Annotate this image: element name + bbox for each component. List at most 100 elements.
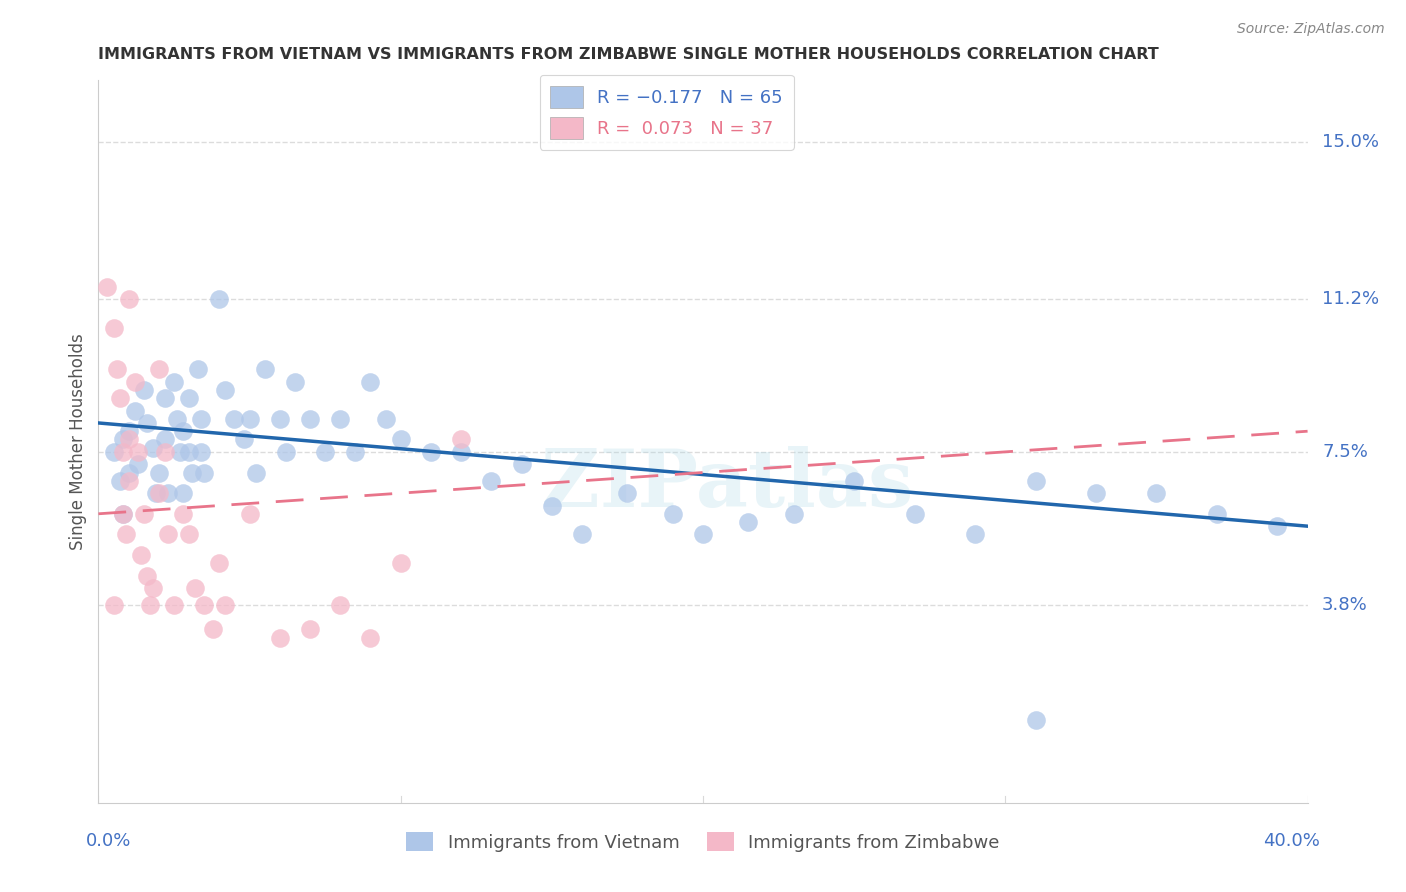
Point	[103, 321, 125, 335]
Point	[187, 362, 209, 376]
Point	[172, 507, 194, 521]
Point	[314, 445, 336, 459]
Legend: Immigrants from Vietnam, Immigrants from Zimbabwe: Immigrants from Vietnam, Immigrants from…	[399, 825, 1007, 859]
Point	[172, 424, 194, 438]
Point	[179, 527, 201, 541]
Point	[214, 598, 236, 612]
Point	[153, 433, 176, 447]
Point	[510, 457, 533, 471]
Point	[783, 507, 806, 521]
Point	[118, 424, 141, 438]
Point	[661, 507, 683, 521]
Point	[389, 557, 412, 571]
Point	[111, 507, 134, 521]
Point	[232, 433, 254, 447]
Point	[202, 623, 225, 637]
Point	[269, 631, 291, 645]
Text: 15.0%: 15.0%	[1322, 133, 1379, 152]
Point	[193, 598, 215, 612]
Point	[1024, 474, 1046, 488]
Point	[118, 466, 141, 480]
Point	[163, 375, 186, 389]
Point	[329, 598, 352, 612]
Point	[540, 499, 562, 513]
Point	[239, 507, 262, 521]
Point	[139, 598, 162, 612]
Point	[329, 412, 352, 426]
Point	[299, 623, 322, 637]
Point	[269, 412, 291, 426]
Text: Source: ZipAtlas.com: Source: ZipAtlas.com	[1237, 22, 1385, 37]
Point	[172, 486, 194, 500]
Point	[190, 445, 212, 459]
Point	[253, 362, 276, 376]
Point	[616, 486, 638, 500]
Point	[103, 445, 125, 459]
Point	[692, 527, 714, 541]
Point	[142, 581, 165, 595]
Point	[179, 445, 201, 459]
Point	[274, 445, 297, 459]
Point	[360, 631, 382, 645]
Point	[163, 598, 186, 612]
Point	[132, 383, 155, 397]
Text: 40.0%: 40.0%	[1263, 831, 1320, 850]
Point	[118, 292, 141, 306]
Text: IMMIGRANTS FROM VIETNAM VS IMMIGRANTS FROM ZIMBABWE SINGLE MOTHER HOUSEHOLDS COR: IMMIGRANTS FROM VIETNAM VS IMMIGRANTS FR…	[98, 47, 1159, 62]
Text: 7.5%: 7.5%	[1322, 442, 1368, 461]
Point	[193, 466, 215, 480]
Point	[118, 474, 141, 488]
Point	[360, 375, 382, 389]
Text: ZIPatlas: ZIPatlas	[541, 446, 914, 524]
Text: 11.2%: 11.2%	[1322, 290, 1379, 308]
Point	[127, 445, 149, 459]
Point	[153, 445, 176, 459]
Point	[135, 416, 157, 430]
Point	[111, 507, 134, 521]
Point	[129, 548, 152, 562]
Point	[481, 474, 503, 488]
Point	[142, 441, 165, 455]
Point	[103, 598, 125, 612]
Point	[105, 362, 128, 376]
Point	[299, 412, 322, 426]
Point	[190, 412, 212, 426]
Point	[224, 412, 246, 426]
Point	[844, 474, 866, 488]
Point	[166, 412, 188, 426]
Point	[135, 568, 157, 582]
Point	[1085, 486, 1108, 500]
Point	[148, 486, 170, 500]
Text: 0.0%: 0.0%	[86, 831, 132, 850]
Point	[148, 466, 170, 480]
Point	[124, 403, 146, 417]
Point	[737, 515, 759, 529]
Point	[108, 474, 131, 488]
Point	[169, 445, 191, 459]
Point	[284, 375, 307, 389]
Point	[127, 457, 149, 471]
Point	[108, 391, 131, 405]
Point	[132, 507, 155, 521]
Point	[208, 292, 231, 306]
Point	[245, 466, 267, 480]
Point	[389, 433, 412, 447]
Point	[904, 507, 927, 521]
Point	[156, 486, 179, 500]
Point	[179, 391, 201, 405]
Point	[118, 433, 141, 447]
Point	[450, 433, 472, 447]
Point	[1206, 507, 1229, 521]
Point	[1144, 486, 1167, 500]
Point	[420, 445, 443, 459]
Point	[124, 375, 146, 389]
Point	[1024, 713, 1046, 727]
Point	[156, 527, 179, 541]
Point	[96, 279, 118, 293]
Point	[374, 412, 396, 426]
Point	[111, 445, 134, 459]
Point	[239, 412, 262, 426]
Point	[153, 391, 176, 405]
Point	[450, 445, 472, 459]
Point	[145, 486, 167, 500]
